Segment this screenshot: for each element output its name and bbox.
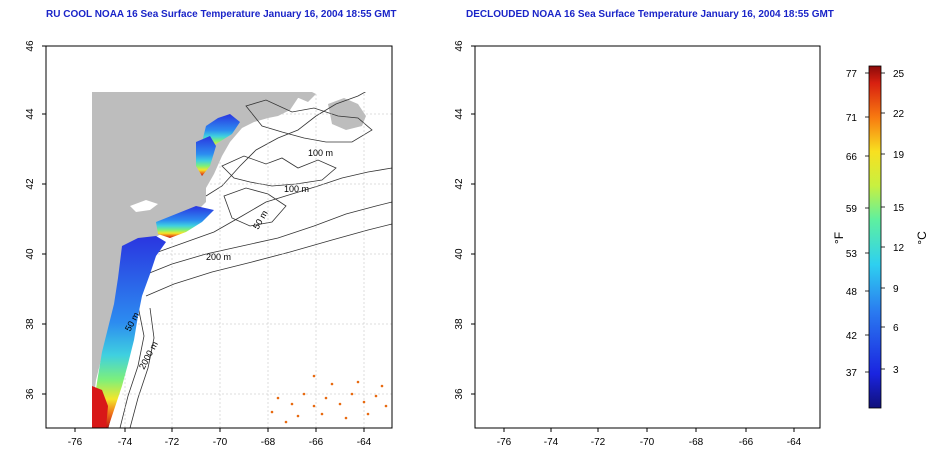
f-tick-label: 48 bbox=[846, 287, 858, 298]
lat-tick-label: 44 bbox=[25, 108, 36, 120]
c-tick-label: 12 bbox=[893, 243, 905, 254]
lat-tick-label: 40 bbox=[25, 248, 36, 260]
contour-label: 200 m bbox=[635, 252, 660, 262]
f-tick-label: 66 bbox=[846, 152, 858, 163]
lon-tick-label: -76 bbox=[68, 437, 83, 448]
contour-label: 100 m bbox=[284, 184, 309, 194]
colorbar bbox=[868, 65, 882, 409]
right-panel-title: DECLOUDED NOAA 16 Sea Surface Temperatur… bbox=[466, 9, 834, 20]
left-map: 100 m 100 m 50 m 200 m 50 m 2000 m bbox=[92, 92, 393, 429]
lon-tick-label: -70 bbox=[640, 437, 655, 448]
left-panel-title: RU COOL NOAA 16 Sea Surface Temperature … bbox=[46, 9, 397, 20]
lon-tick-label: -68 bbox=[261, 437, 276, 448]
contour-label: 2000 m bbox=[566, 340, 589, 371]
lon-tick-label: -76 bbox=[497, 437, 512, 448]
colorbar-unit-fahrenheit: °F bbox=[832, 232, 846, 244]
f-tick-label: 53 bbox=[846, 249, 858, 260]
lat-tick-label: 38 bbox=[454, 318, 465, 330]
f-tick-label: 71 bbox=[846, 113, 858, 124]
f-tick-label: 59 bbox=[846, 204, 858, 215]
c-tick-label: 6 bbox=[893, 323, 899, 334]
lon-tick-label: -74 bbox=[544, 437, 559, 448]
c-tick-label: 3 bbox=[893, 365, 899, 376]
contour-label: 100 m bbox=[737, 148, 762, 158]
contour-label: 50 m bbox=[680, 209, 699, 231]
lon-tick-label: -72 bbox=[591, 437, 606, 448]
lon-tick-label: -72 bbox=[165, 437, 180, 448]
lat-tick-label: 40 bbox=[454, 248, 465, 260]
lon-tick-label: -64 bbox=[787, 437, 802, 448]
c-tick-label: 22 bbox=[893, 109, 905, 120]
left-map-frame bbox=[45, 45, 393, 429]
lat-tick-label: 36 bbox=[454, 388, 465, 400]
right-lat-axis: 46 44 42 40 38 36 bbox=[454, 40, 465, 400]
lon-tick-label: -66 bbox=[739, 437, 754, 448]
f-tick-label: 77 bbox=[846, 69, 858, 80]
f-tick-label: 37 bbox=[846, 368, 858, 379]
lon-tick-label: -64 bbox=[357, 437, 372, 448]
lat-tick-label: 42 bbox=[25, 178, 36, 190]
lon-tick-label: -68 bbox=[689, 437, 704, 448]
colorbar-f-ticks: 77 71 66 59 53 48 42 37 bbox=[846, 69, 858, 379]
left-lat-axis: 46 44 42 40 38 36 bbox=[25, 40, 36, 400]
lon-tick-label: -74 bbox=[118, 437, 133, 448]
lat-tick-label: 46 bbox=[25, 40, 36, 52]
colorbar-tick-marks bbox=[865, 72, 885, 373]
f-tick-label: 42 bbox=[846, 331, 858, 342]
c-tick-label: 9 bbox=[893, 284, 899, 295]
lon-tick-label: -66 bbox=[309, 437, 324, 448]
right-lon-ticks bbox=[471, 45, 795, 432]
lat-tick-label: 38 bbox=[25, 318, 36, 330]
contour-label: 100 m bbox=[713, 184, 738, 194]
lat-tick-label: 36 bbox=[25, 388, 36, 400]
left-lon-ticks bbox=[42, 45, 365, 432]
left-lon-axis: -76 -74 -72 -70 -68 -66 -64 bbox=[68, 437, 372, 448]
colorbar-c-ticks: 25 22 19 15 12 9 6 3 bbox=[893, 69, 905, 376]
lon-tick-label: -70 bbox=[213, 437, 228, 448]
c-tick-label: 25 bbox=[893, 69, 905, 80]
contour-label: 100 m bbox=[308, 148, 333, 158]
colorbar-unit-celsius: °C bbox=[915, 231, 929, 245]
contour-label: 200 m bbox=[206, 252, 231, 262]
c-tick-label: 15 bbox=[893, 203, 905, 214]
lat-tick-label: 42 bbox=[454, 178, 465, 190]
c-tick-label: 19 bbox=[893, 150, 905, 161]
right-lon-axis: -76 -74 -72 -70 -68 -66 -64 bbox=[497, 437, 802, 448]
right-map: 100 m 100 m 50 m 200 m 50 m 2000 m bbox=[475, 46, 821, 428]
lat-tick-label: 44 bbox=[454, 108, 465, 120]
contour-label: 50 m bbox=[552, 311, 570, 333]
lat-tick-label: 46 bbox=[454, 40, 465, 52]
right-map-frame bbox=[474, 45, 821, 429]
